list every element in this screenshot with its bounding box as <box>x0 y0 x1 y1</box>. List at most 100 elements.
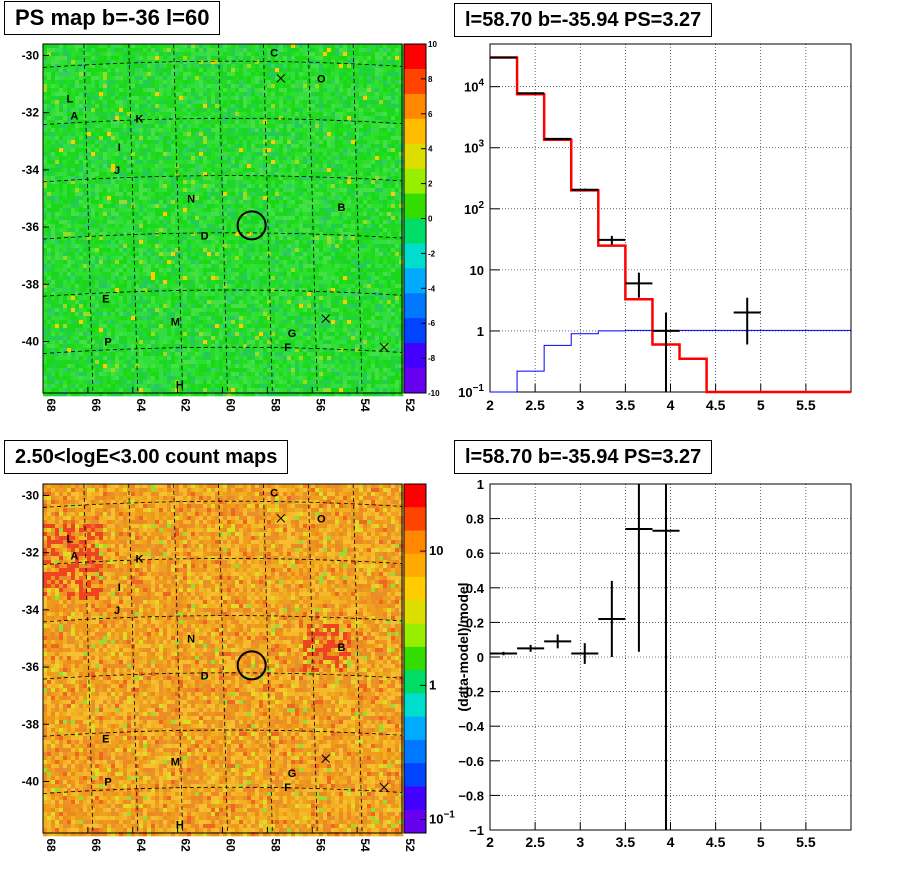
map-pixel <box>227 68 232 73</box>
map-pixel <box>47 92 52 97</box>
map-pixel <box>387 136 392 141</box>
map-pixel <box>207 220 212 225</box>
map-pixel <box>95 104 100 109</box>
map-pixel <box>87 216 92 221</box>
map-pixel <box>199 248 204 253</box>
map-pixel <box>319 56 324 61</box>
map-pixel <box>367 252 372 257</box>
map-pixel <box>175 124 180 129</box>
map-pixel <box>311 192 316 197</box>
map-pixel <box>339 144 344 149</box>
map-pixel <box>251 244 256 249</box>
map-pixel <box>291 172 296 177</box>
map-pixel <box>51 160 56 165</box>
map-pixel <box>67 244 72 249</box>
map-pixel <box>359 136 364 141</box>
map-pixel <box>351 240 356 245</box>
map-pixel <box>163 200 168 205</box>
map-pixel <box>99 256 104 261</box>
map-pixel <box>355 56 360 61</box>
map-pixel <box>219 56 224 61</box>
map-pixel <box>383 108 388 113</box>
map-pixel <box>75 92 80 97</box>
map-pixel <box>323 252 328 257</box>
map-pixel <box>239 256 244 261</box>
map-pixel <box>287 164 292 169</box>
map-pixel <box>223 124 228 129</box>
map-pixel <box>343 200 348 205</box>
map-pixel <box>67 228 72 233</box>
map-pixel <box>179 200 184 205</box>
map-pixel <box>299 260 304 265</box>
map-pixel <box>191 156 196 161</box>
map-pixel <box>211 104 216 109</box>
map-pixel <box>79 264 84 269</box>
map-pixel <box>199 256 204 261</box>
map-pixel <box>227 60 232 65</box>
map-pixel <box>91 252 96 257</box>
map-pixel <box>99 84 104 89</box>
map-pixel <box>307 152 312 157</box>
map-pixel <box>283 164 288 169</box>
map-pixel <box>171 132 176 137</box>
map-pixel <box>55 100 60 105</box>
map-pixel <box>207 244 212 249</box>
map-pixel <box>51 88 56 93</box>
map-pixel <box>203 264 208 269</box>
map-pixel <box>83 68 88 73</box>
map-pixel <box>271 200 276 205</box>
map-pixel <box>63 52 68 57</box>
map-pixel <box>135 244 140 249</box>
map-pixel <box>319 252 324 257</box>
map-pixel <box>343 44 348 49</box>
map-pixel <box>43 196 48 201</box>
map-pixel <box>123 196 128 201</box>
map-pixel <box>275 148 280 153</box>
map-pixel <box>71 76 76 81</box>
map-pixel <box>95 128 100 133</box>
map-pixel <box>259 72 264 77</box>
map-pixel <box>127 104 132 109</box>
map-pixel <box>335 164 340 169</box>
map-pixel <box>71 148 76 153</box>
map-pixel <box>339 44 344 49</box>
map-pixel <box>159 44 164 49</box>
map-pixel <box>155 72 160 77</box>
map-pixel <box>387 76 392 81</box>
map-pixel <box>207 144 212 149</box>
map-pixel <box>243 112 248 117</box>
map-pixel <box>295 96 300 101</box>
map-pixel <box>307 52 312 57</box>
map-pixel <box>295 76 300 81</box>
map-pixel <box>115 116 120 121</box>
map-pixel <box>371 260 376 265</box>
map-pixel <box>259 232 264 237</box>
map-pixel <box>387 92 392 97</box>
map-pixel <box>299 160 304 165</box>
map-pixel <box>75 80 80 85</box>
map-pixel <box>255 232 260 237</box>
map-pixel <box>355 220 360 225</box>
map-pixel <box>67 188 72 193</box>
map-pixel <box>199 76 204 81</box>
map-pixel <box>295 116 300 121</box>
map-pixel <box>231 184 236 189</box>
map-pixel <box>55 60 60 65</box>
map-pixel <box>99 240 104 245</box>
map-pixel <box>139 76 144 81</box>
map-pixel <box>243 68 248 73</box>
map-pixel <box>263 236 268 241</box>
map-pixel <box>71 260 76 265</box>
map-pixel <box>75 184 80 189</box>
map-pixel <box>155 184 160 189</box>
map-pixel <box>47 208 52 213</box>
map-pixel <box>215 92 220 97</box>
map-pixel <box>379 60 384 65</box>
map-pixel <box>111 220 116 225</box>
map-pixel <box>99 260 104 265</box>
map-pixel <box>371 124 376 129</box>
map-pixel <box>51 80 56 85</box>
map-pixel <box>255 248 260 253</box>
map-pixel <box>267 96 272 101</box>
map-pixel <box>91 132 96 137</box>
